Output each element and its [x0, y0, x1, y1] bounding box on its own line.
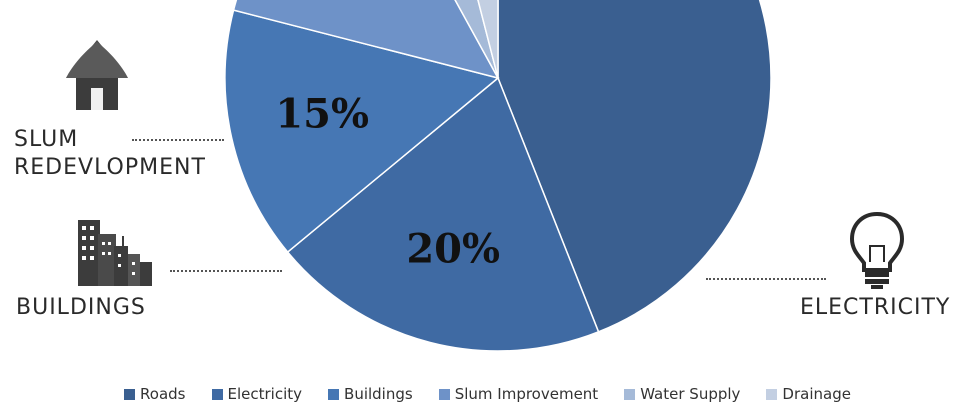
slum-label: SLUM REDEVLOPMENT	[14, 126, 206, 182]
pie-slice-water-supply	[454, 0, 499, 79]
slum-label-line2: REDEVLOPMENT	[14, 155, 206, 180]
legend-swatch	[328, 388, 340, 400]
electricity-label: ELECTRICITY	[800, 295, 951, 320]
legend-item-drainage: Drainage	[766, 385, 851, 403]
chart-legend: Roads Electricity Buildings Slum Improvemen…	[0, 385, 975, 403]
pie-slice-electricity	[286, 76, 600, 352]
hut-icon	[62, 38, 132, 116]
legend-item-buildings: Buildings	[328, 385, 413, 403]
pie-slices	[224, 0, 772, 352]
legend-label: Buildings	[344, 385, 413, 403]
slice-label-electricity: 20%	[406, 226, 500, 273]
legend-label: Water Supply	[640, 385, 741, 403]
legend-swatch	[766, 388, 778, 400]
legend-item-slum-improvement: Slum Improvement	[438, 385, 599, 403]
pie-slice-buildings	[224, 9, 500, 254]
legend-label: Electricity	[227, 385, 303, 403]
buildings-leader-line	[170, 270, 282, 272]
legend-swatch	[624, 388, 636, 400]
legend-item-water-supply: Water Supply	[624, 385, 740, 403]
electricity-leader-line	[706, 278, 826, 280]
pie-slice-drainage	[477, 0, 499, 79]
legend-label: Slum Improvement	[454, 385, 599, 403]
legend-swatch	[438, 388, 450, 400]
pie-slice-slum-improvement	[232, 0, 500, 80]
legend-label: Roads	[140, 385, 186, 403]
slum-label-line1: SLUM	[14, 127, 79, 152]
legend-swatch	[124, 388, 136, 400]
legend-item-roads: Roads	[124, 385, 186, 403]
light-bulb-icon	[846, 210, 908, 294]
pie-slice-labels: 20%15%13%	[275, 90, 500, 273]
legend-swatch	[211, 388, 223, 400]
slum-leader-line	[132, 139, 224, 141]
legend-label: Drainage	[782, 385, 851, 403]
legend-item-electricity: Electricity	[211, 385, 303, 403]
buildings-label: BUILDINGS	[16, 295, 146, 320]
slice-label-buildings: 15%	[275, 90, 369, 137]
buildings-icon	[74, 214, 156, 292]
